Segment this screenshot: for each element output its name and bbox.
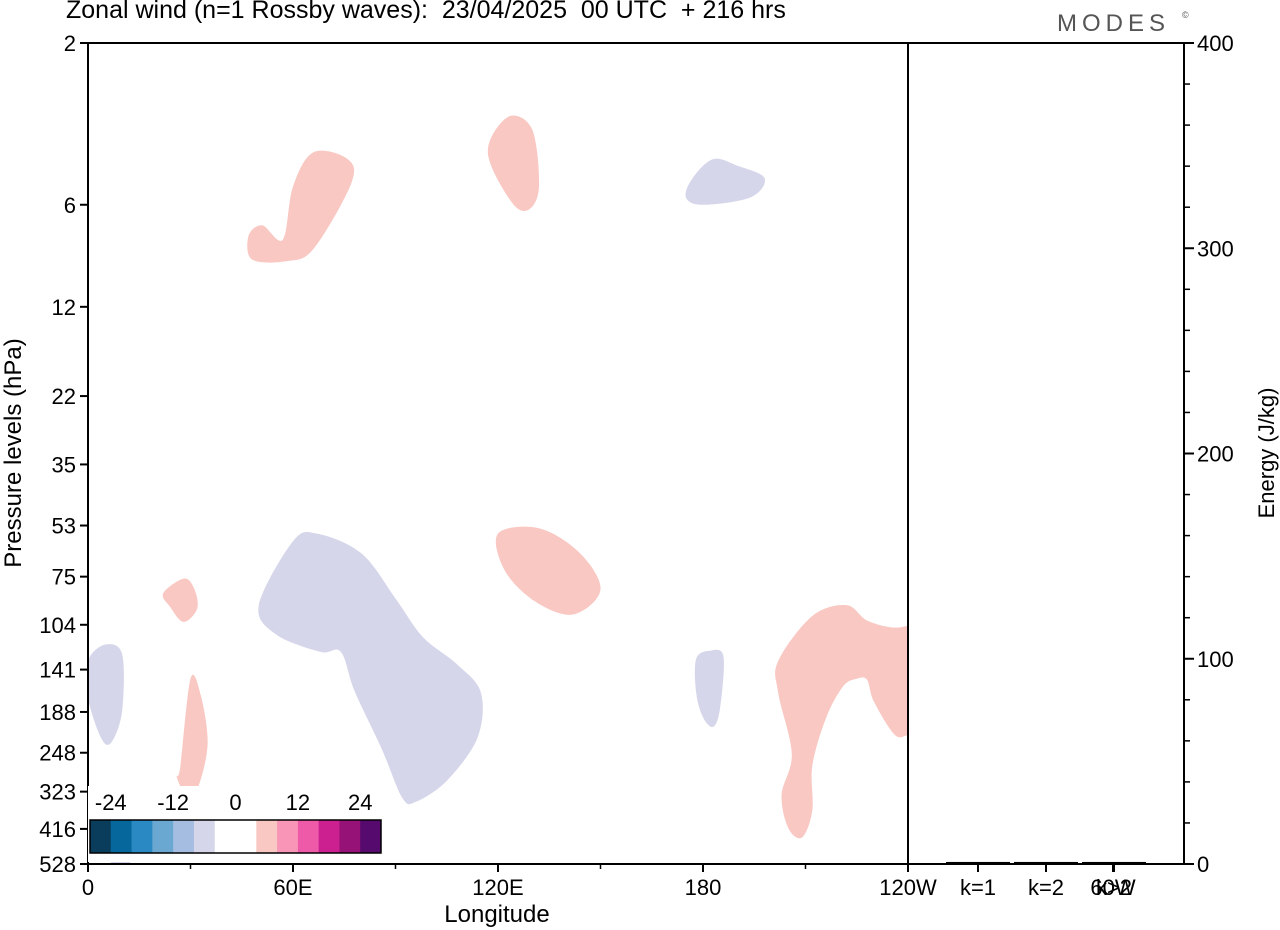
negative-anomaly-region-4	[258, 532, 483, 805]
y-axis-label: Pressure levels (hPa)	[0, 338, 27, 567]
colorbar-label: -24	[95, 790, 127, 815]
energy-tick-label: 200	[1197, 442, 1234, 467]
colorbar-swatch	[360, 820, 382, 853]
y-tick-label: 53	[52, 514, 76, 539]
negative-anomaly-region-7	[88, 644, 124, 745]
x-tick-label: 0	[82, 875, 94, 900]
positive-anomaly-region-10	[775, 604, 908, 839]
brand-copyright-mark: ©	[1182, 10, 1189, 20]
colorbar-swatch	[318, 820, 340, 853]
colorbar-border	[89, 819, 382, 854]
colorbar-label: 24	[348, 790, 372, 815]
colorbar-swatch	[277, 820, 299, 853]
energy-bar	[946, 861, 1010, 864]
energy-tick-label: 300	[1197, 236, 1234, 261]
wavenumber-tick-label: k=2	[1028, 875, 1064, 900]
energy-axis: 0 100 200 300 400	[1184, 31, 1234, 877]
wavenumber-tick-label: k>2	[1096, 875, 1132, 900]
longitude-axis: 0 60E 120E 180 120W 60W	[82, 864, 1136, 900]
y-tick-label: 6	[64, 193, 76, 218]
x-tick-label: 60E	[273, 875, 312, 900]
colorbar-label: -12	[157, 790, 189, 815]
y-tick-label: 22	[52, 384, 76, 409]
y-tick-label: 141	[39, 658, 76, 683]
y-tick-label: 104	[39, 613, 76, 638]
wavenumber-tick-label: k=1	[960, 875, 996, 900]
colorbar-swatch	[214, 820, 236, 853]
positive-anomaly-region-8	[176, 674, 208, 798]
colorbar-swatch	[152, 820, 174, 853]
y-tick-label: 528	[39, 852, 76, 877]
energy-axis-label: Energy (J/kg)	[1254, 388, 1279, 519]
energy-tick-label: 100	[1197, 647, 1234, 672]
x-tick-label: 120E	[472, 875, 523, 900]
colorbar-label: 12	[286, 790, 310, 815]
energy-bar-layer	[946, 861, 1146, 864]
y-tick-label: 188	[39, 700, 76, 725]
y-tick-label: 12	[52, 295, 76, 320]
positive-anomaly-region-5	[495, 526, 601, 615]
colorbar-swatch	[131, 820, 153, 853]
wavenumber-axis: k=1 k=2 k>2	[960, 864, 1132, 900]
x-tick-label: 180	[685, 875, 722, 900]
brand-logo: MODES	[1057, 10, 1171, 37]
colorbar-swatch	[173, 820, 195, 853]
colorbar-swatch	[235, 820, 257, 853]
pressure-axis: 2 6 12 22 35 53 75 104 141 188 248 323 416 528	[39, 31, 88, 877]
colorbar: -24 -12 0 12 24	[88, 786, 384, 862]
y-tick-label: 248	[39, 741, 76, 766]
x-tick-label: 60W	[1090, 875, 1135, 900]
colorbar-swatch	[193, 820, 216, 853]
colorbar-swatch	[90, 820, 112, 853]
negative-anomaly-region-3	[685, 158, 766, 205]
x-axis-label: Longitude	[444, 901, 549, 928]
chart-title: Zonal wind (n=1 Rossby waves): 23/04/202…	[66, 0, 786, 24]
y-tick-label: 35	[52, 452, 76, 477]
y-tick-label: 2	[64, 31, 76, 56]
y-tick-label: 323	[39, 780, 76, 805]
x-tick-label: 120W	[879, 875, 937, 900]
colorbar-swatch	[339, 820, 361, 853]
positive-anomaly-region-11	[1202, 670, 1220, 763]
positive-anomaly-region-2	[487, 115, 540, 211]
contour-layer	[88, 115, 1220, 864]
colorbar-swatch	[110, 820, 133, 853]
energy-tick-label: 400	[1197, 31, 1234, 56]
y-tick-label: 75	[52, 565, 76, 590]
colorbar-swatch	[256, 820, 278, 853]
positive-anomaly-region-6	[162, 578, 198, 622]
y-tick-label: 416	[39, 817, 76, 842]
colorbar-swatch	[297, 820, 320, 853]
positive-anomaly-region-1	[247, 150, 355, 263]
negative-anomaly-region-9	[694, 649, 724, 728]
energy-bar	[1082, 861, 1146, 864]
colorbar-label: 0	[229, 790, 241, 815]
energy-bar	[1014, 861, 1078, 864]
energy-tick-label: 0	[1197, 852, 1209, 877]
energy-plot-frame	[907, 42, 1185, 865]
